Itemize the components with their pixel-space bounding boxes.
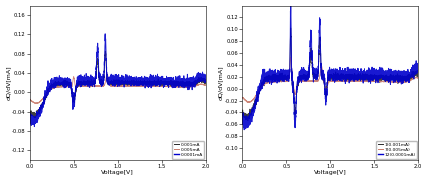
X-axis label: Voltage[V]: Voltage[V] — [101, 171, 134, 175]
Y-axis label: dQ/dV[mA]: dQ/dV[mA] — [218, 65, 223, 100]
Y-axis label: dQ/dV[mA]: dQ/dV[mA] — [6, 65, 11, 100]
Legend: 1(0.001mA), 7(0.005mA), 12(0.0001mA): 1(0.001mA), 7(0.005mA), 12(0.0001mA) — [376, 141, 417, 159]
X-axis label: Voltage[V]: Voltage[V] — [314, 171, 347, 175]
Legend: 0.001mA, 0.005mA, 0.0001mA: 0.001mA, 0.005mA, 0.0001mA — [172, 141, 204, 159]
